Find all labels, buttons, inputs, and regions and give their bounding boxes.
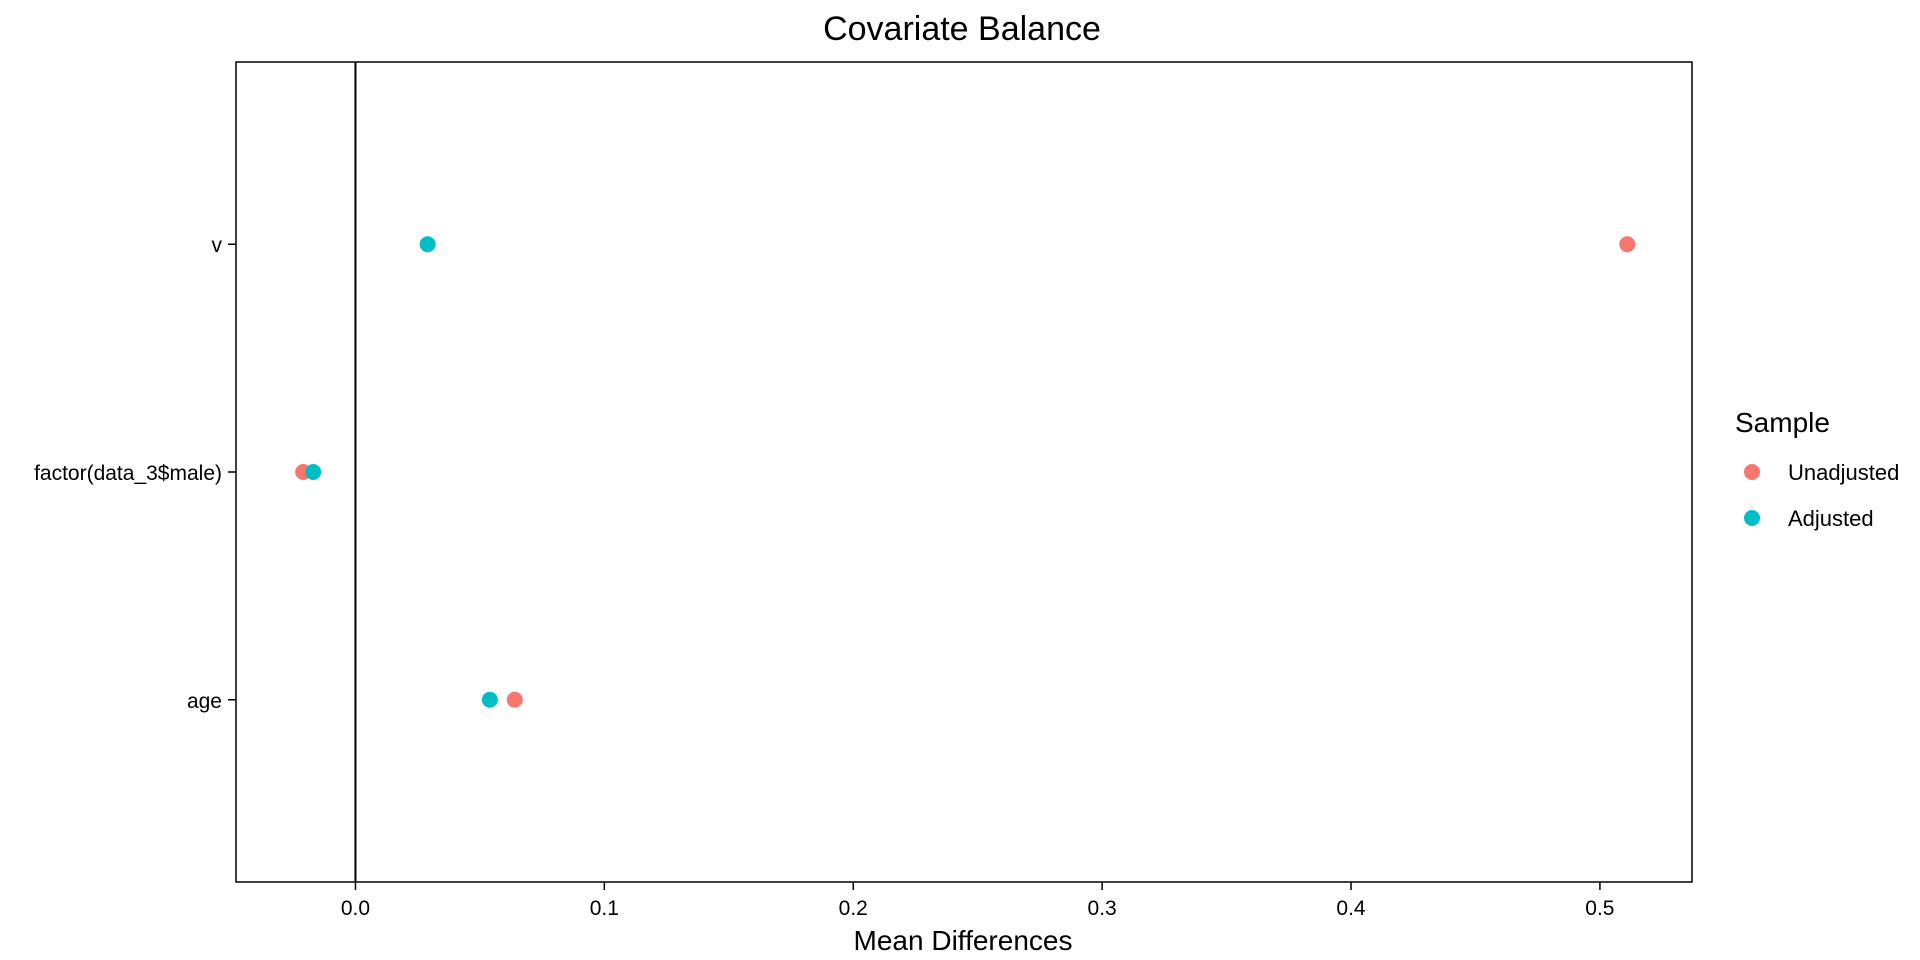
point-unadjusted-2 [506, 691, 523, 708]
data-points [295, 236, 1636, 708]
y-tick-label: factor(data_3$male) [34, 462, 222, 485]
legend-label-adjusted: Adjusted [1788, 506, 1874, 531]
x-tick-label: 0.1 [590, 897, 619, 920]
y-tick-label: age [187, 690, 222, 713]
x-axis-title: Mean Differences [854, 925, 1073, 956]
point-adjusted-2 [481, 691, 498, 708]
x-tick-label: 0.4 [1336, 897, 1366, 920]
legend-items: Unadjusted Adjusted [1744, 460, 1899, 531]
y-tick-label: v [212, 234, 223, 257]
legend-label-unadjusted: Unadjusted [1788, 460, 1899, 485]
x-axis: 0.0 0.1 0.2 0.3 0.4 0.5 [341, 882, 1615, 920]
point-unadjusted-0 [1619, 236, 1636, 253]
y-axis: v factor(data_3$male)age [34, 234, 236, 713]
x-tick-label: 0.2 [839, 897, 868, 920]
chart-title: Covariate Balance [823, 10, 1101, 48]
point-adjusted-1 [305, 464, 322, 480]
legend-title: Sample [1735, 407, 1830, 438]
x-tick-label: 0.0 [341, 897, 370, 920]
x-tick-label: 0.5 [1585, 897, 1614, 920]
legend: Sample Unadjusted Adjusted [1735, 407, 1899, 531]
legend-swatch-unadjusted [1744, 464, 1760, 480]
point-adjusted-0 [419, 236, 436, 253]
x-tick-label: 0.3 [1088, 897, 1117, 920]
plot-panel-border [235, 61, 1693, 883]
legend-swatch-adjusted [1744, 510, 1760, 526]
